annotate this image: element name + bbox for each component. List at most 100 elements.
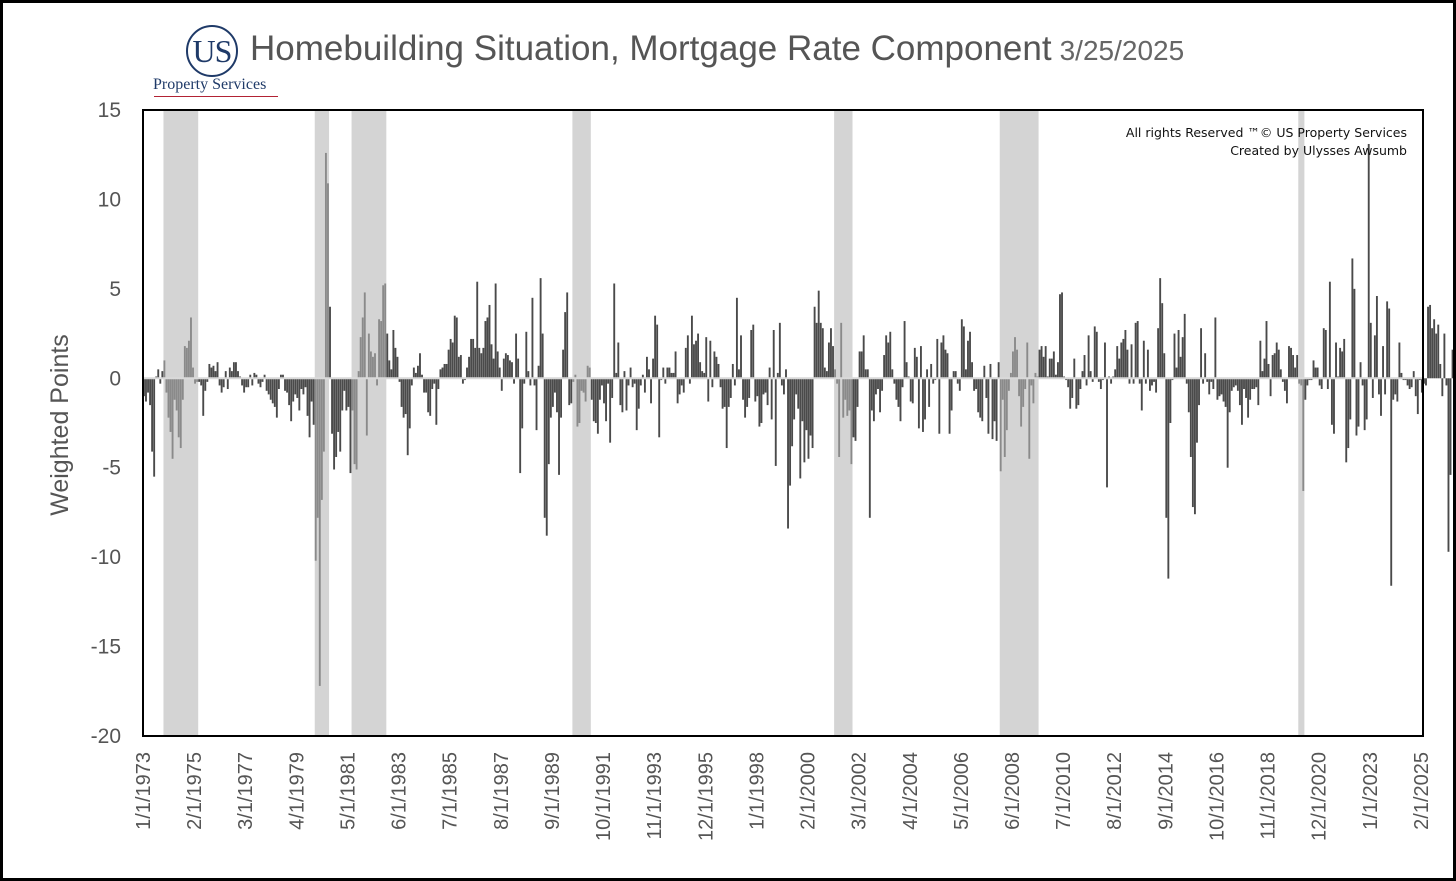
bar (353, 378, 356, 465)
bar (582, 378, 585, 393)
bar (286, 378, 289, 393)
bar (609, 378, 612, 443)
bar (971, 362, 973, 379)
bar (637, 378, 640, 409)
bar (361, 317, 364, 379)
bar (376, 378, 378, 386)
bar (1054, 374, 1057, 379)
bar (889, 331, 892, 379)
bar (881, 378, 884, 391)
bar (846, 378, 849, 416)
bar (185, 347, 188, 379)
company-logo: US (186, 25, 238, 77)
bar (269, 378, 272, 400)
bar (1271, 355, 1274, 379)
bar (991, 378, 994, 440)
bar (721, 378, 724, 409)
bar (251, 378, 254, 386)
bar (701, 371, 704, 379)
bar (646, 356, 648, 379)
bar (1077, 378, 1080, 406)
bar (1069, 378, 1072, 409)
x-tick-label: 9/1/1989 (542, 752, 564, 830)
bar (349, 378, 352, 474)
bar (842, 378, 845, 418)
bar (960, 319, 963, 379)
bar (410, 378, 413, 386)
bar (177, 378, 180, 438)
bar (1275, 342, 1278, 379)
bar (1124, 329, 1127, 379)
bar (1048, 358, 1051, 379)
bar (695, 340, 697, 379)
bar (752, 324, 755, 379)
bar (1384, 378, 1387, 395)
bar (1283, 378, 1286, 391)
bar (329, 306, 331, 379)
bar (1165, 378, 1168, 518)
bar (261, 378, 264, 382)
bar (1236, 378, 1239, 391)
bar (715, 356, 718, 379)
bar (725, 378, 728, 449)
bar (196, 378, 199, 382)
bar (895, 378, 898, 400)
x-tick-label: 2/1/2025 (1411, 752, 1433, 830)
bar (306, 378, 309, 416)
x-tick-label: 8/1/1987 (491, 752, 513, 830)
bar (1281, 378, 1284, 382)
chart-title-block: Homebuilding Situation, Mortgage Rate Co… (250, 29, 1184, 69)
bar (1427, 306, 1429, 379)
bar (1196, 378, 1198, 443)
bar (705, 337, 708, 379)
bar (431, 378, 434, 390)
bar (212, 365, 215, 379)
bar (1408, 378, 1411, 390)
bar (1369, 322, 1372, 379)
bar (1437, 324, 1440, 379)
bar (789, 378, 792, 486)
bar (758, 378, 761, 427)
bar (461, 378, 464, 384)
bar (1191, 378, 1194, 508)
bar (1169, 378, 1172, 423)
bar (455, 317, 458, 379)
bar (525, 331, 528, 379)
bar (1380, 378, 1382, 416)
bar (331, 378, 333, 434)
bar (1142, 340, 1145, 379)
bar (204, 378, 207, 391)
bar (995, 378, 998, 441)
bar (220, 378, 223, 393)
bar (437, 378, 440, 390)
bar (568, 378, 571, 406)
bar (607, 378, 610, 384)
bar (975, 378, 978, 390)
bar (341, 378, 344, 411)
x-tick-label: 1/1/1998 (746, 752, 768, 830)
bar (320, 378, 323, 500)
bar (603, 378, 605, 404)
bar (198, 378, 201, 382)
bar (1050, 358, 1053, 379)
bar (666, 367, 669, 379)
bar (832, 346, 834, 379)
bar (1386, 301, 1389, 379)
copyright-line-1: All rights Reserved ™© US Property Servi… (1126, 125, 1407, 140)
bar (1167, 378, 1170, 579)
bar (989, 363, 992, 379)
bar (439, 369, 442, 379)
bar (1273, 353, 1276, 379)
bar (643, 378, 646, 393)
bar (901, 378, 904, 388)
bar (611, 378, 614, 398)
bar (1038, 349, 1041, 379)
bar (394, 347, 397, 379)
bar (762, 378, 765, 395)
bar (1333, 378, 1335, 434)
bar (778, 322, 781, 379)
bar (1116, 346, 1119, 379)
bar (1136, 321, 1139, 379)
bar (1351, 258, 1354, 379)
bar (652, 358, 655, 379)
